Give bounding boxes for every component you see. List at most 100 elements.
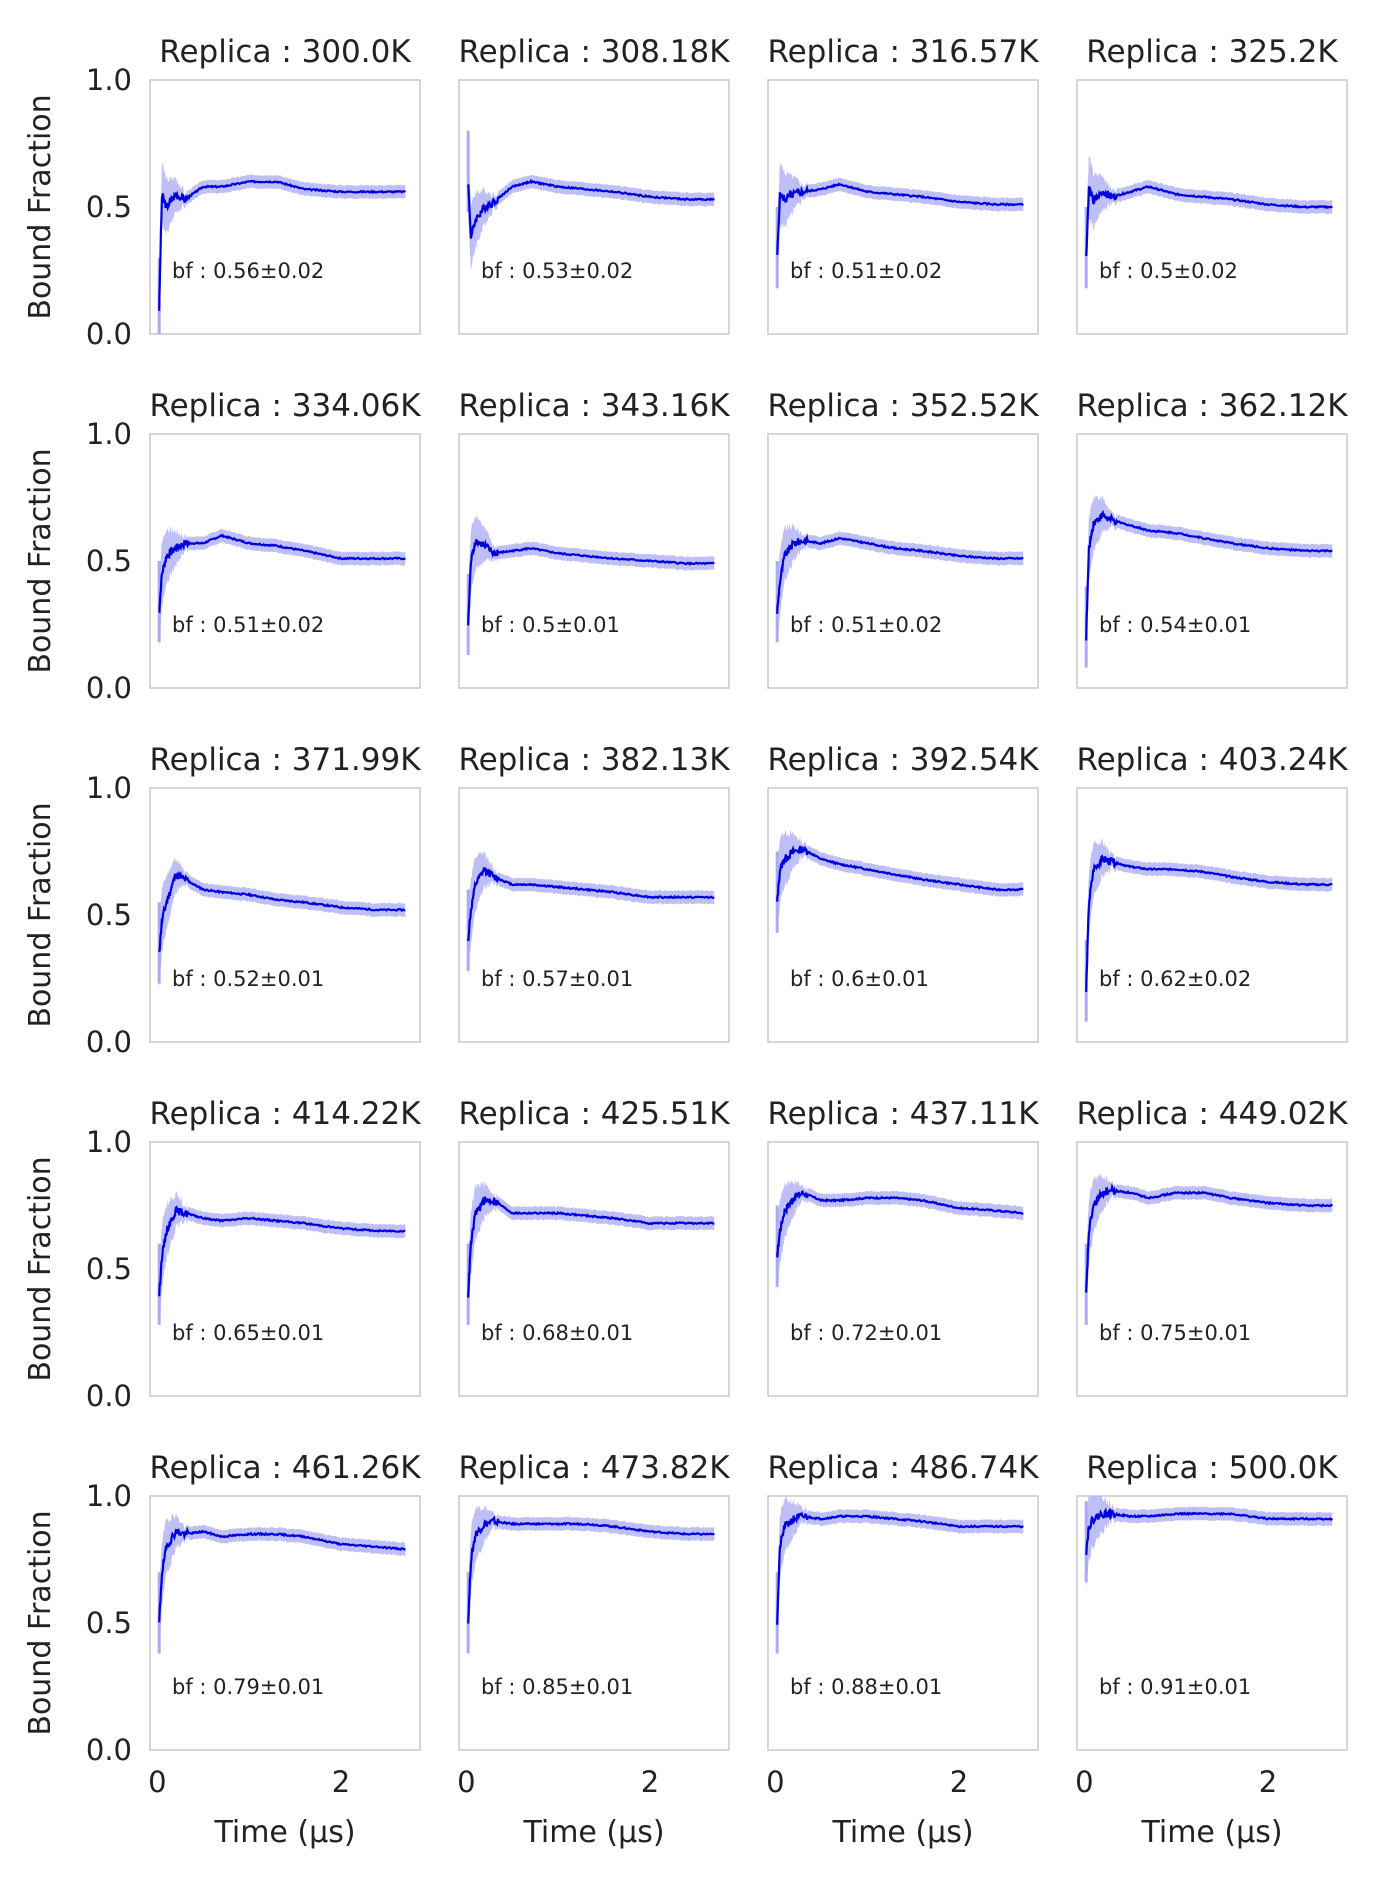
y-tick-label: 0.0 xyxy=(86,671,132,705)
bf-annotation: bf : 0.5±0.02 xyxy=(1099,259,1238,283)
error-band xyxy=(777,829,1024,937)
panel-20: Replica : 500.0K bf : 0.91±0.01 0 2 Time (μs… xyxy=(1075,1450,1348,1850)
bound-fraction-line xyxy=(467,867,715,941)
bound-fraction-line xyxy=(1085,1183,1334,1293)
error-band xyxy=(1086,1173,1333,1328)
error-band xyxy=(1086,1496,1333,1590)
panel-frame xyxy=(149,787,421,1043)
bound-fraction-line xyxy=(1085,1507,1334,1556)
y-tick-label: 1.0 xyxy=(86,63,132,97)
panel-title: Replica : 449.02K xyxy=(1076,1096,1348,1132)
bf-annotation: bf : 0.65±0.01 xyxy=(172,1321,324,1345)
bf-annotation: bf : 0.54±0.01 xyxy=(1099,613,1251,637)
y-tick-label: 1.0 xyxy=(86,417,132,451)
x-tick-label: 2 xyxy=(641,1765,659,1799)
panel-1: Replica : 300.0K bf : 0.56±0.02 0.0 0.5 1.0 B… xyxy=(23,34,421,351)
panel-frame xyxy=(767,1141,1039,1397)
panel-frame xyxy=(1076,787,1348,1043)
bound-fraction-line xyxy=(158,1526,407,1623)
y-tick-label: 0.5 xyxy=(86,1252,132,1286)
panel-9: Replica : 371.99K bf : 0.52±0.01 0.0 0.5 1.0… xyxy=(23,742,421,1059)
error-band xyxy=(1086,494,1333,676)
panel-title: Replica : 371.99K xyxy=(149,742,421,778)
panel-frame xyxy=(767,787,1039,1043)
panel-7: Replica : 352.52K bf : 0.51±0.02 xyxy=(767,388,1039,689)
y-tick-label: 0.0 xyxy=(86,1025,132,1059)
panel-title: Replica : 461.26K xyxy=(149,1450,421,1486)
panel-2: Replica : 308.18K bf : 0.53±0.02 xyxy=(458,34,730,335)
panel-frame xyxy=(458,787,730,1043)
panel-title: Replica : 362.12K xyxy=(1076,388,1348,424)
bf-annotation: bf : 0.79±0.01 xyxy=(172,1675,324,1699)
error-band xyxy=(777,1178,1024,1293)
bound-fraction-line xyxy=(1085,854,1333,992)
bf-annotation: bf : 0.75±0.01 xyxy=(1099,1321,1251,1345)
panel-title: Replica : 486.74K xyxy=(767,1450,1039,1486)
y-tick-label: 0.5 xyxy=(86,544,132,578)
bf-annotation: bf : 0.5±0.01 xyxy=(481,613,620,637)
panel-5: Replica : 334.06K bf : 0.51±0.02 0.0 0.5 1.0… xyxy=(23,388,421,705)
y-tick-label: 1.0 xyxy=(86,1125,132,1159)
panel-title: Replica : 382.13K xyxy=(458,742,730,778)
y-tick-label: 1.0 xyxy=(86,771,132,805)
y-tick-label: 0.5 xyxy=(86,898,132,932)
bound-fraction-line xyxy=(1085,509,1333,641)
panel-frame xyxy=(1076,79,1348,335)
panel-frame xyxy=(767,433,1039,689)
panel-17: Replica : 461.26K bf : 0.79±0.01 0.0 0.5 1.0… xyxy=(23,1450,421,1850)
bf-annotation: bf : 0.57±0.01 xyxy=(481,967,633,991)
bound-fraction-line xyxy=(776,533,1024,614)
panel-frame xyxy=(149,433,421,689)
y-axis-label: Bound Fraction xyxy=(23,448,58,673)
panel-19: Replica : 486.74K bf : 0.88±0.01 0 2 Time (μ… xyxy=(766,1450,1039,1850)
error-band xyxy=(159,1513,406,1658)
panel-8: Replica : 362.12K bf : 0.54±0.01 xyxy=(1076,388,1348,689)
panel-title: Replica : 316.57K xyxy=(767,34,1039,70)
bf-annotation: bf : 0.85±0.01 xyxy=(481,1675,633,1699)
error-band xyxy=(777,523,1024,649)
bound-fraction-line xyxy=(467,1196,715,1298)
y-axis-label: Bound Fraction xyxy=(23,1510,58,1735)
error-band xyxy=(468,513,715,661)
bound-fraction-line xyxy=(776,1511,1024,1625)
x-axis-label: Time (μs) xyxy=(522,1815,664,1850)
panel-3: Replica : 316.57K bf : 0.51±0.02 xyxy=(767,34,1039,335)
bf-annotation: bf : 0.91±0.01 xyxy=(1099,1675,1251,1699)
panel-frame xyxy=(149,1495,421,1751)
panel-title: Replica : 352.52K xyxy=(767,388,1039,424)
panel-14: Replica : 425.51K bf : 0.68±0.01 xyxy=(458,1096,730,1397)
panel-title: Replica : 308.18K xyxy=(458,34,730,70)
error-band xyxy=(1086,838,1333,1027)
bf-annotation: bf : 0.88±0.01 xyxy=(790,1675,942,1699)
error-band xyxy=(159,526,406,647)
panel-10: Replica : 382.13K bf : 0.57±0.01 xyxy=(458,742,730,1043)
x-tick-label: 2 xyxy=(950,1765,968,1799)
panel-frame xyxy=(458,1495,730,1751)
panel-4: Replica : 325.2K bf : 0.5±0.02 xyxy=(1076,34,1348,335)
panel-13: Replica : 414.22K bf : 0.65±0.01 0.0 0.5 1.0… xyxy=(23,1096,421,1413)
bound-fraction-line xyxy=(158,179,407,311)
x-tick-label: 0 xyxy=(1075,1765,1093,1799)
error-band xyxy=(159,1191,406,1332)
panel-title: Replica : 343.16K xyxy=(458,388,730,424)
bf-annotation: bf : 0.51±0.02 xyxy=(790,613,942,637)
panel-title: Replica : 392.54K xyxy=(767,742,1039,778)
bf-annotation: bf : 0.72±0.01 xyxy=(790,1321,942,1345)
panel-title: Replica : 437.11K xyxy=(767,1096,1039,1132)
panel-title: Replica : 300.0K xyxy=(159,34,411,70)
y-tick-label: 0.0 xyxy=(86,1379,132,1413)
y-axis-label: Bound Fraction xyxy=(23,1156,58,1381)
x-axis-label: Time (μs) xyxy=(1140,1815,1282,1850)
x-tick-label: 0 xyxy=(148,1765,166,1799)
panel-title: Replica : 403.24K xyxy=(1076,742,1348,778)
y-axis-label: Bound Fraction xyxy=(23,802,58,1027)
bound-fraction-line xyxy=(158,870,406,952)
panel-16: Replica : 449.02K bf : 0.75±0.01 xyxy=(1076,1096,1348,1397)
panel-title: Replica : 473.82K xyxy=(458,1450,730,1486)
bf-annotation: bf : 0.6±0.01 xyxy=(790,967,929,991)
y-tick-label: 0.0 xyxy=(86,1733,132,1767)
panel-frame xyxy=(458,79,730,335)
y-tick-label: 0.0 xyxy=(86,317,132,351)
panel-11: Replica : 392.54K bf : 0.6±0.01 xyxy=(767,742,1039,1043)
